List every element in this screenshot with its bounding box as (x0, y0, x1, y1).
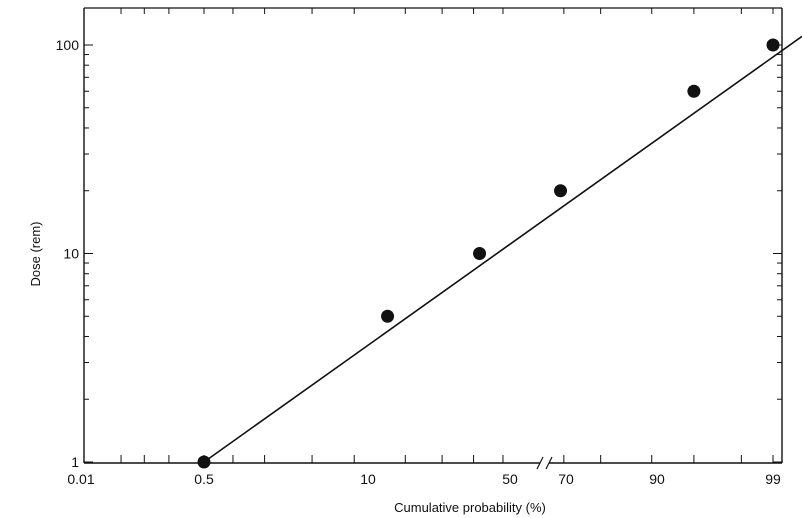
data-point (687, 84, 701, 98)
y-tick-label: 10 (63, 246, 79, 262)
x-axis-title: Cumulative probability (%) (394, 500, 546, 515)
data-point (381, 309, 395, 323)
data-point (554, 184, 568, 198)
y-tick-label: 1 (71, 454, 79, 470)
data-point (197, 455, 211, 469)
y-tick-label: 100 (56, 37, 80, 53)
x-tick-label: 50 (502, 471, 518, 487)
x-tick-label: 10 (360, 471, 376, 487)
x-tick-label: 0.5 (194, 471, 214, 487)
x-tick-label: 99 (765, 471, 781, 487)
axes (83, 7, 783, 470)
fit-line (203, 35, 802, 463)
y-axis-title: Dose (rem) (28, 221, 43, 286)
data-point (473, 247, 487, 260)
axis-break-mark (545, 456, 553, 470)
tick-labels: 1 10 100 0.01 0.5 10 50 70 90 99 (56, 37, 781, 487)
data-points (197, 38, 780, 469)
x-tick-label: 0.01 (67, 471, 94, 487)
data-point (766, 38, 780, 52)
x-tick-label: 70 (558, 471, 574, 487)
x-tick-label: 90 (649, 471, 665, 487)
tick-marks (84, 8, 782, 463)
fit-line-group (203, 35, 802, 463)
axis-break-mark (536, 456, 544, 470)
